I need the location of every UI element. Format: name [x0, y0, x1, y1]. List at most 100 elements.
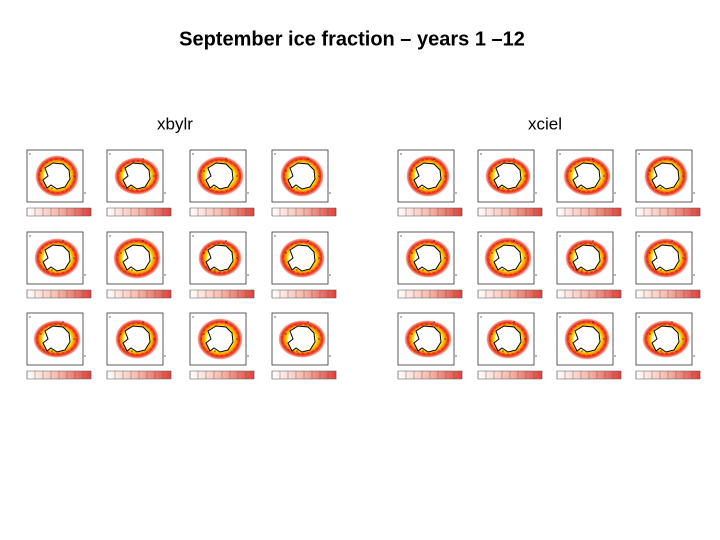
dot	[444, 338, 446, 340]
dot	[214, 187, 216, 189]
map-thumbnail	[26, 231, 92, 299]
ice-edge	[566, 159, 608, 193]
map-thumbnail	[271, 231, 337, 299]
dot	[120, 252, 122, 254]
dot	[603, 175, 605, 177]
dot	[592, 321, 594, 323]
dot	[329, 192, 331, 194]
dot	[559, 316, 561, 318]
dot	[109, 316, 111, 318]
continent	[287, 162, 316, 190]
dot	[559, 235, 561, 237]
dot	[581, 269, 583, 271]
dot	[671, 321, 673, 323]
ice-edge	[282, 241, 322, 275]
dot	[131, 187, 133, 189]
continent	[651, 162, 680, 190]
dot	[84, 355, 86, 357]
dot	[682, 338, 684, 340]
panel-label: xciel	[528, 114, 562, 133]
continent	[493, 162, 522, 190]
dot	[285, 333, 287, 335]
continent	[122, 325, 151, 353]
dot	[40, 252, 42, 254]
dot	[411, 170, 413, 172]
dot	[164, 192, 166, 194]
continent	[287, 325, 316, 353]
dot	[455, 192, 457, 194]
map-thumbnail	[26, 149, 92, 217]
dot	[570, 252, 572, 254]
dot	[274, 153, 276, 155]
map-thumbnail	[26, 312, 92, 380]
dot	[682, 175, 684, 177]
map-thumbnail	[189, 312, 255, 380]
dot	[491, 252, 493, 254]
dot	[614, 192, 616, 194]
map-thumbnail	[397, 312, 463, 380]
dot	[153, 257, 155, 259]
dot	[513, 240, 515, 242]
continent	[651, 244, 680, 272]
ice-edge	[199, 159, 241, 193]
dot	[411, 333, 413, 335]
dot	[400, 235, 402, 237]
dot	[192, 235, 194, 237]
dot	[120, 170, 122, 172]
dot	[225, 240, 227, 242]
dot	[296, 269, 298, 271]
dot	[502, 187, 504, 189]
dot	[131, 269, 133, 271]
continent	[122, 244, 151, 272]
dot	[660, 187, 662, 189]
dot	[203, 170, 205, 172]
continent	[42, 244, 71, 272]
map-thumbnail	[271, 312, 337, 380]
dot	[400, 316, 402, 318]
dot	[649, 252, 651, 254]
dot	[455, 355, 457, 357]
dot	[455, 274, 457, 276]
dot	[671, 158, 673, 160]
dot	[142, 321, 144, 323]
dot	[513, 321, 515, 323]
dot	[502, 350, 504, 352]
map-thumbnail	[477, 231, 543, 299]
dot	[524, 338, 526, 340]
dot	[236, 257, 238, 259]
dot	[192, 316, 194, 318]
map-thumbnail	[477, 149, 543, 217]
dot	[84, 274, 86, 276]
dot	[535, 192, 537, 194]
continent	[413, 244, 442, 272]
dot	[422, 350, 424, 352]
ice-edge	[37, 241, 77, 275]
dot	[502, 269, 504, 271]
dot	[671, 240, 673, 242]
dot	[638, 153, 640, 155]
map-thumbnail	[556, 149, 622, 217]
dot	[513, 158, 515, 160]
dot	[225, 321, 227, 323]
dot	[693, 355, 695, 357]
map-thumbnail	[189, 149, 255, 217]
ice-edge	[38, 158, 76, 194]
dot	[329, 355, 331, 357]
dot	[214, 350, 216, 352]
ice-edge	[36, 323, 78, 355]
dot	[285, 252, 287, 254]
ice-edge	[487, 240, 529, 276]
dot	[296, 350, 298, 352]
ice-edge	[201, 242, 239, 274]
dot	[84, 192, 86, 194]
dot	[109, 235, 111, 237]
map-thumbnail	[106, 231, 172, 299]
dot	[570, 333, 572, 335]
dot	[433, 240, 435, 242]
continent	[493, 325, 522, 353]
thumbnail-grid	[26, 149, 701, 380]
dot	[592, 240, 594, 242]
ice-edge	[281, 323, 323, 355]
dot	[559, 153, 561, 155]
